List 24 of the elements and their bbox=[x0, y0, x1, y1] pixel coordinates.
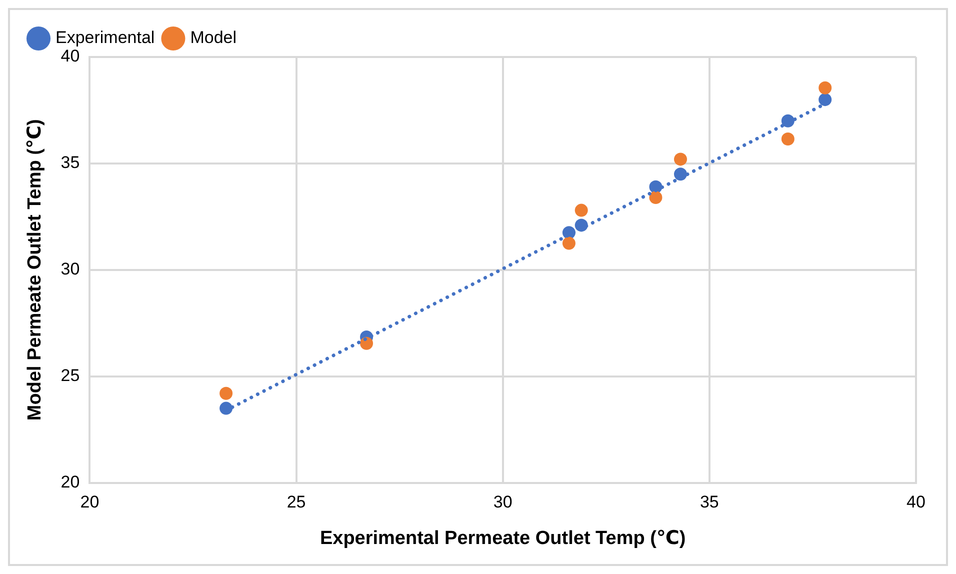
point bbox=[220, 386, 233, 400]
point bbox=[674, 152, 688, 166]
y-tick-label: 30 bbox=[60, 260, 80, 279]
x-tick-label: 35 bbox=[700, 492, 719, 512]
legend-label: Experimental bbox=[56, 28, 155, 48]
point bbox=[818, 93, 832, 106]
point bbox=[781, 132, 794, 146]
point bbox=[360, 336, 374, 350]
x-tick-label: 20 bbox=[80, 492, 100, 512]
legend-label: Model bbox=[190, 28, 237, 48]
y-axis-title: Model Permeate Outlet Temp (℃) bbox=[24, 119, 46, 421]
y-tick-label: 25 bbox=[60, 366, 80, 386]
point bbox=[674, 168, 688, 181]
point bbox=[574, 204, 588, 217]
x-tick-label: 25 bbox=[286, 492, 306, 512]
x-axis-title: Experimental Permeate Outlet Temp (℃) bbox=[320, 528, 686, 549]
x-tick-label: 30 bbox=[493, 492, 512, 512]
point bbox=[649, 191, 662, 204]
point bbox=[818, 81, 832, 94]
x-tick-label: 40 bbox=[906, 492, 926, 512]
point bbox=[562, 236, 576, 250]
y-tick-label: 20 bbox=[60, 472, 80, 492]
y-tick-label: 40 bbox=[60, 46, 80, 66]
y-tick-label: 35 bbox=[60, 153, 80, 172]
